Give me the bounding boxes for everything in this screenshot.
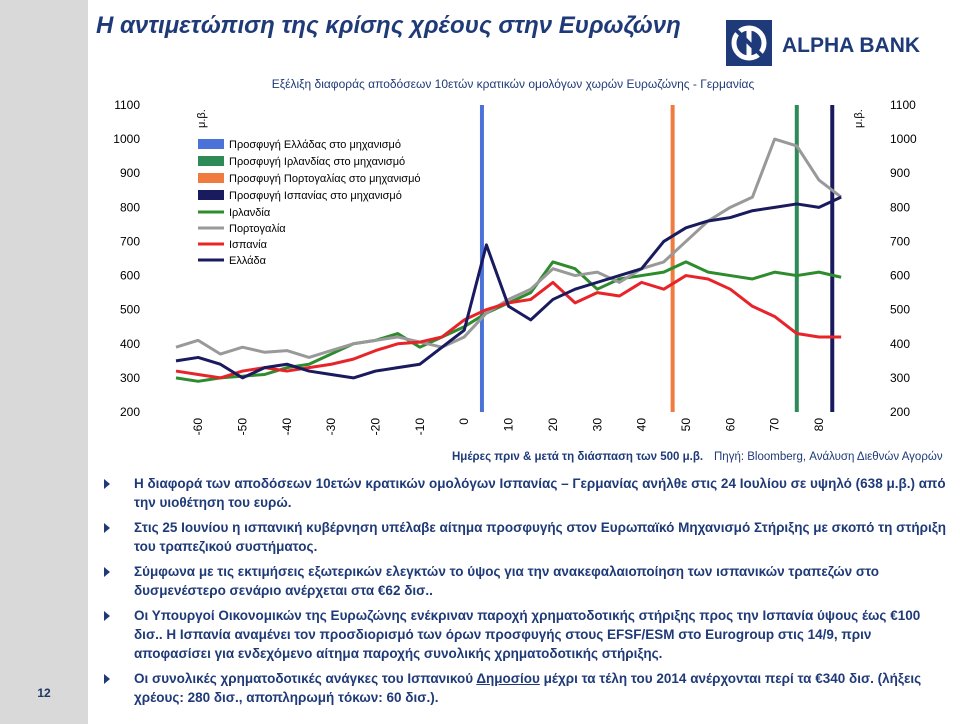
x-axis-label: Ημέρες πριν & μετά τη διάσπαση των 500 μ…	[452, 451, 703, 463]
bullet-arrow-icon	[104, 523, 110, 533]
y-tick-label-right: 400	[890, 337, 910, 351]
x-tick-label: 0	[457, 418, 471, 425]
bullet-arrow-icon	[104, 611, 110, 621]
legend-entry: Προσφυγή Ελλάδας στο μηχανισμό	[229, 139, 401, 151]
y-tick-label-left: 1000	[113, 132, 140, 146]
legend-entry: Προσφυγή Πορτογαλίας στο μηχανισμό	[229, 173, 421, 185]
logo-slash	[732, 26, 766, 60]
bullet-item: Οι συνολικές χρηματοδοτικές ανάγκες του …	[96, 669, 950, 707]
page-number: 12	[37, 686, 51, 700]
bullet-item: Οι Υπουργοί Οικονομικών της Ευρωζώνης εν…	[96, 606, 950, 663]
x-tick-label: -40	[280, 418, 294, 436]
y-tick-label-left: 1100	[114, 98, 140, 112]
bullet-item: Στις 25 Ιουνίου η ισπανική κυβέρνηση υπέ…	[96, 518, 950, 556]
bullet-text: Οι Υπουργοί Οικονομικών της Ευρωζώνης εν…	[134, 608, 921, 661]
bullet-text: Οι συνολικές χρηματοδοτικές ανάγκες του …	[134, 671, 477, 686]
legend-swatch	[198, 156, 224, 166]
y-tick-label-left: 300	[120, 371, 140, 385]
x-tick-label: 70	[768, 418, 782, 432]
series-line-Ελλάδα	[175, 195, 842, 380]
logo-text: ALPHA BANK	[782, 34, 920, 57]
y-tick-label-left: 500	[120, 303, 140, 317]
y-tick-label-right: 700	[890, 234, 910, 248]
slide-title: Η αντιμετώπιση της κρίσης χρέους στην Ευ…	[96, 12, 681, 39]
legend-swatch	[198, 173, 224, 183]
x-tick-label: 10	[502, 418, 516, 432]
bullet-item: Η διαφορά των αποδόσεων 10ετών κρατικών …	[96, 474, 950, 512]
y-tick-label-right: 800	[890, 200, 910, 214]
x-tick-label: 40	[635, 418, 649, 432]
bullet-arrow-icon	[104, 674, 110, 684]
bullet-text: Στις 25 Ιουνίου η ισπανική κυβέρνηση υπέ…	[134, 520, 947, 554]
legend-entry: Προσφυγή Ιρλανδίας στο μηχανισμό	[229, 156, 405, 168]
y-tick-label-right: 600	[890, 269, 910, 283]
x-tick-label: -50	[236, 418, 250, 436]
legend-swatch	[198, 190, 224, 200]
x-tick-label: -30	[324, 418, 338, 436]
x-tick-label: -20	[369, 418, 383, 436]
legend-entry: Ισπανία	[229, 239, 268, 251]
chart-source: Πηγή: Bloomberg, Ανάλυση Διεθνών Αγορών	[714, 451, 943, 463]
y-tick-label-right: 500	[890, 303, 910, 317]
legend-swatch	[198, 139, 224, 149]
bullet-arrow-icon	[104, 567, 110, 577]
bullet-arrow-icon	[104, 479, 110, 489]
y-tick-label-left: 800	[120, 200, 140, 214]
y-tick-label-right: 900	[890, 166, 910, 180]
y-tick-label-left: 700	[120, 234, 140, 248]
bullet-text: Η διαφορά των αποδόσεων 10ετών κρατικών …	[134, 476, 946, 510]
spread-chart: Εξέλιξη διαφοράς αποδόσεων 10ετών κρατικ…	[113, 77, 943, 463]
y-axis-label-left: μ.β.	[196, 109, 208, 128]
x-tick-label: 80	[812, 418, 826, 432]
y-tick-label-left: 600	[120, 269, 140, 283]
y-tick-label-right: 1100	[890, 98, 916, 112]
x-tick-label: -10	[413, 418, 427, 436]
y-tick-label-left: 200	[120, 405, 140, 419]
legend-entry: Ελλάδα	[229, 255, 267, 267]
y-tick-label-right: 200	[890, 405, 910, 419]
bullet-text: μέχρι τα τέλη του 2014 ανέρχονται περί τ…	[134, 671, 922, 705]
x-tick-label: 20	[546, 418, 560, 432]
y-tick-label-left: 400	[120, 337, 140, 351]
y-tick-label-right: 1000	[890, 132, 917, 146]
logo-ring	[731, 25, 767, 61]
legend-entry: Προσφυγή Ισπανίας στο μηχανισμό	[229, 190, 402, 202]
alpha-bank-logo: ALPHA BANK	[726, 20, 920, 66]
series-line-Ιρλανδία	[175, 260, 842, 383]
bullet-text-underlined: Δημοσίου	[476, 671, 540, 686]
legend-entry: Πορτογαλία	[229, 223, 286, 235]
x-tick-label: 60	[723, 418, 737, 432]
bullet-text: Σύμφωνα με τις εκτιμήσεις εξωτερικών ελε…	[134, 564, 880, 598]
bullet-list: Η διαφορά των αποδόσεων 10ετών κρατικών …	[96, 474, 950, 713]
legend-entry: Ιρλανδία	[229, 207, 271, 219]
series-line-Ισπανία	[175, 274, 842, 380]
x-tick-label: -60	[191, 418, 205, 436]
y-tick-label-left: 900	[120, 166, 140, 180]
y-tick-label-right: 300	[890, 371, 910, 385]
series-line-Πορτογαλία	[175, 137, 843, 359]
x-tick-label: 50	[679, 418, 693, 432]
x-tick-label: 30	[590, 418, 604, 432]
chart-title: Εξέλιξη διαφοράς αποδόσεων 10ετών κρατικ…	[272, 77, 755, 91]
bullet-item: Σύμφωνα με τις εκτιμήσεις εξωτερικών ελε…	[96, 562, 950, 600]
sidebar	[0, 0, 88, 724]
y-axis-label-right: μ.β.	[853, 109, 865, 128]
